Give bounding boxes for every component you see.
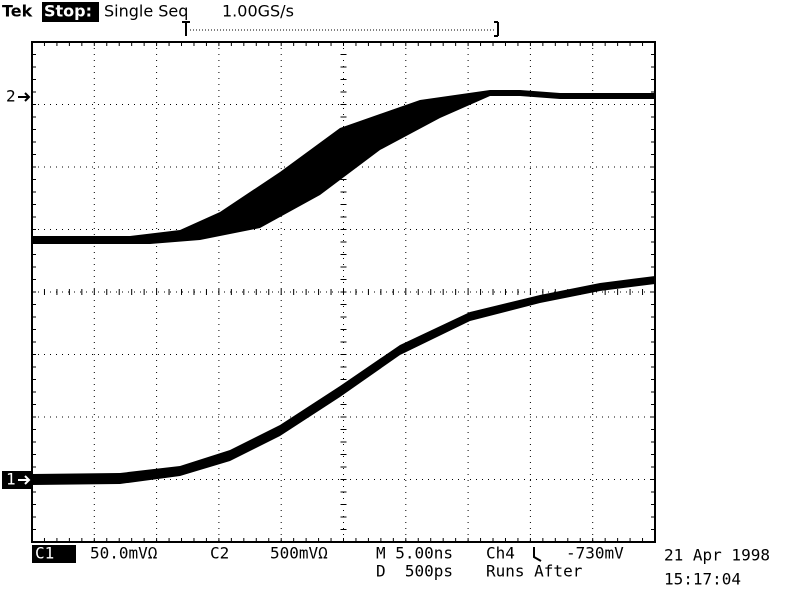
channel-2-waveform: [32, 90, 655, 244]
acq-state: Stop:: [44, 2, 92, 21]
ch2-scale: 500mVΩ: [270, 544, 328, 563]
ch1-label-box: [32, 545, 76, 563]
date: 21 Apr 1998: [664, 546, 770, 565]
trigger-source: Ch4: [486, 544, 515, 563]
graticule: [31, 41, 656, 543]
time: 15:17:04: [664, 570, 741, 589]
state-box: [42, 2, 99, 22]
channel-1-marker-box: [2, 471, 32, 489]
channel-2-arrow: [18, 92, 31, 102]
record-bar: [182, 21, 499, 37]
runs-after: Runs After: [486, 562, 583, 581]
channel-2-marker: 2: [6, 87, 16, 106]
ch1-scale: 50.0mVΩ: [90, 544, 158, 563]
acq-mode: Single Seq: [104, 2, 188, 21]
ch2-label: C2: [210, 544, 229, 563]
ch1-label: C1: [35, 544, 54, 563]
main-timebase: M 5.00ns: [376, 544, 453, 563]
trigger-level: -730mV: [566, 544, 624, 563]
delayed-timebase: D 500ps: [376, 562, 453, 581]
channel-1-arrow: [18, 475, 31, 485]
sample-rate: 1.00GS/s: [222, 2, 294, 21]
channel-1-marker: 1: [6, 470, 16, 489]
brand: Tek: [2, 2, 33, 21]
trigger-slope-icon: [533, 547, 542, 562]
